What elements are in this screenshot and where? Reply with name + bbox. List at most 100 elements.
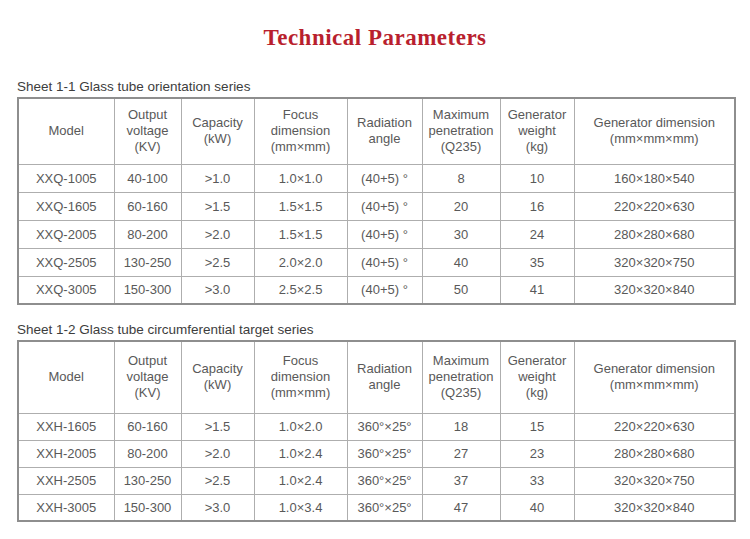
table-cell: 10 (500, 164, 574, 192)
table-cell: 80-200 (114, 220, 181, 248)
header-cell: Generator weight (kg) (500, 341, 574, 413)
sheet-1-1-caption: Sheet 1-1 Glass tube orientation series (17, 79, 750, 94)
table-cell: 40-100 (114, 164, 181, 192)
table-cell: 18 (422, 413, 500, 440)
header-cell: Focus dimension (mm×mm) (254, 341, 347, 413)
table-cell: 360°×25° (347, 413, 422, 440)
table-cell: (40+5) ° (347, 164, 422, 192)
table-row: XXH-160560-160>1.51.0×2.0360°×25°1815220… (18, 413, 735, 440)
table-cell: >1.0 (181, 164, 254, 192)
table-row: XXQ-100540-100>1.01.0×1.0(40+5) °810160×… (18, 164, 735, 192)
table-cell: >2.5 (181, 467, 254, 494)
table-cell: 1.5×1.5 (254, 220, 347, 248)
header-cell: Maximum penetration (Q235) (422, 98, 500, 164)
table-cell: 24 (500, 220, 574, 248)
table-cell: >2.0 (181, 440, 254, 467)
table-cell: 16 (500, 192, 574, 220)
table-cell: XXQ-2505 (18, 248, 114, 276)
header-cell: Model (18, 98, 114, 164)
table-cell: 280×280×680 (574, 220, 735, 248)
table-cell: 41 (500, 276, 574, 304)
table-cell: 1.0×2.0 (254, 413, 347, 440)
header-cell: Generator weight (kg) (500, 98, 574, 164)
table-cell: 8 (422, 164, 500, 192)
header-cell: Focus dimension (mm×mm) (254, 98, 347, 164)
table-cell: 35 (500, 248, 574, 276)
table-row: XXQ-2505130-250>2.52.0×2.0(40+5) °403532… (18, 248, 735, 276)
table-cell: >2.5 (181, 248, 254, 276)
technical-parameters-page: Technical Parameters Sheet 1-1 Glass tub… (0, 0, 750, 539)
table-cell: 130-250 (114, 467, 181, 494)
table-cell: 27 (422, 440, 500, 467)
sheet-1-2-caption: Sheet 1-2 Glass tube circumferential tar… (17, 322, 750, 337)
table-cell: XXQ-1605 (18, 192, 114, 220)
table-cell: XXQ-1005 (18, 164, 114, 192)
header-cell: Model (18, 341, 114, 413)
table-cell: 1.5×1.5 (254, 192, 347, 220)
table-cell: 150-300 (114, 494, 181, 521)
header-cell: Radiation angle (347, 98, 422, 164)
table-cell: 60-160 (114, 192, 181, 220)
table-cell: 320×320×750 (574, 467, 735, 494)
table-cell: 50 (422, 276, 500, 304)
table-cell: 33 (500, 467, 574, 494)
page-title: Technical Parameters (0, 25, 750, 51)
header-cell: Output voltage (KV) (114, 341, 181, 413)
table-cell: 360°×25° (347, 467, 422, 494)
table-row: XXH-3005150-300>3.01.0×3.4360°×25°474032… (18, 494, 735, 521)
header-cell: Generator dimension (mm×mm×mm) (574, 98, 735, 164)
table-row: XXQ-160560-160>1.51.5×1.5(40+5) °2016220… (18, 192, 735, 220)
table-cell: 150-300 (114, 276, 181, 304)
table-row: XXQ-3005150-300>3.02.5×2.5(40+5) °504132… (18, 276, 735, 304)
table-cell: 1.0×1.0 (254, 164, 347, 192)
table-cell: 23 (500, 440, 574, 467)
table-cell: 40 (422, 248, 500, 276)
table-cell: XXQ-3005 (18, 276, 114, 304)
table-cell: 280×280×680 (574, 440, 735, 467)
table-cell: 1.0×2.4 (254, 467, 347, 494)
table-cell: 47 (422, 494, 500, 521)
table-cell: 2.5×2.5 (254, 276, 347, 304)
table-cell: XXH-2505 (18, 467, 114, 494)
table-cell: 40 (500, 494, 574, 521)
header-cell: Capacity (kW) (181, 341, 254, 413)
table-cell: 360°×25° (347, 440, 422, 467)
table-cell: (40+5) ° (347, 220, 422, 248)
table-cell: >3.0 (181, 494, 254, 521)
table-cell: XXQ-2005 (18, 220, 114, 248)
table-cell: 60-160 (114, 413, 181, 440)
table-cell: 220×220×630 (574, 192, 735, 220)
header-cell: Capacity (kW) (181, 98, 254, 164)
table-cell: XXH-2005 (18, 440, 114, 467)
table-cell: 220×220×630 (574, 413, 735, 440)
table-cell: >3.0 (181, 276, 254, 304)
table-cell: 1.0×2.4 (254, 440, 347, 467)
table-cell: 30 (422, 220, 500, 248)
glass-tube-orientation-table: ModelOutput voltage (KV)Capacity (kW)Foc… (17, 97, 736, 305)
table-cell: 20 (422, 192, 500, 220)
table-row: XXH-2505130-250>2.51.0×2.4360°×25°373332… (18, 467, 735, 494)
table-cell: XXH-3005 (18, 494, 114, 521)
header-cell: Generator dimension (mm×mm×mm) (574, 341, 735, 413)
table-cell: 37 (422, 467, 500, 494)
table-cell: 2.0×2.0 (254, 248, 347, 276)
table-row: XXQ-200580-200>2.01.5×1.5(40+5) °3024280… (18, 220, 735, 248)
table-cell: 1.0×3.4 (254, 494, 347, 521)
table-cell: 130-250 (114, 248, 181, 276)
table-row: XXH-200580-200>2.01.0×2.4360°×25°2723280… (18, 440, 735, 467)
table-cell: >1.5 (181, 192, 254, 220)
table-cell: 360°×25° (347, 494, 422, 521)
table-cell: XXH-1605 (18, 413, 114, 440)
table-cell: >2.0 (181, 220, 254, 248)
header-cell: Maximum penetration (Q235) (422, 341, 500, 413)
table-cell: 160×180×540 (574, 164, 735, 192)
header-row: ModelOutput voltage (KV)Capacity (kW)Foc… (18, 341, 735, 413)
table-cell: (40+5) ° (347, 192, 422, 220)
table-cell: 320×320×840 (574, 276, 735, 304)
header-cell: Output voltage (KV) (114, 98, 181, 164)
table-cell: 320×320×750 (574, 248, 735, 276)
table-cell: 320×320×840 (574, 494, 735, 521)
table-cell: (40+5) ° (347, 276, 422, 304)
header-row: ModelOutput voltage (KV)Capacity (kW)Foc… (18, 98, 735, 164)
table-cell: (40+5) ° (347, 248, 422, 276)
